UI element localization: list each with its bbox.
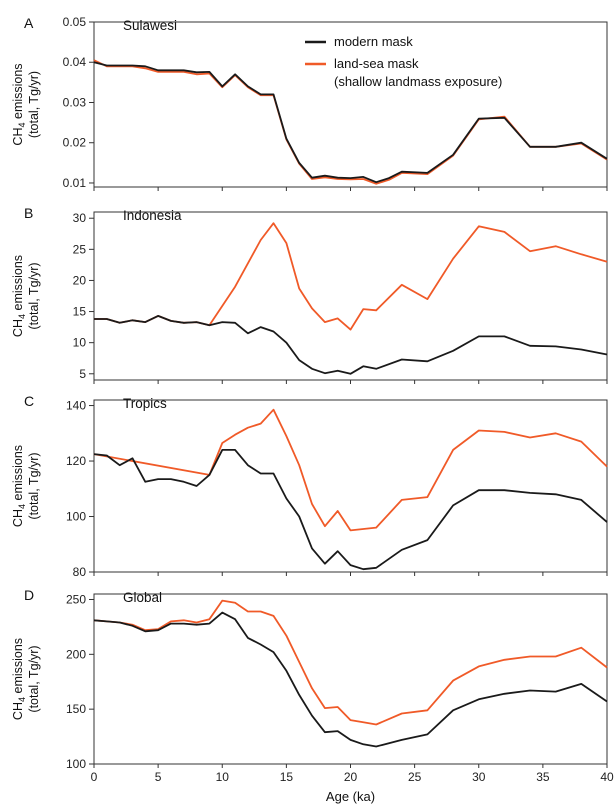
series-line-modern-mask xyxy=(93,61,608,184)
y-tick-label: 0.03 xyxy=(63,95,87,109)
y-axis-label: CH4 emissions (total, Tg/yr) xyxy=(11,638,41,720)
y-axis-label-line2: (total, Tg/yr) xyxy=(27,71,41,138)
plot-frame xyxy=(93,399,608,573)
y-tick-label: 0.01 xyxy=(63,176,87,190)
y-tick-label: 30 xyxy=(73,211,87,225)
series-line-modern-mask xyxy=(94,314,608,375)
y-tick-label: 100 xyxy=(66,510,86,524)
panel-letter: A xyxy=(24,15,34,31)
legend-label-land-sea-mask: land-sea mask xyxy=(334,56,419,71)
y-axis-label-line2: (total, Tg/yr) xyxy=(27,452,41,519)
y-tick-label: 25 xyxy=(73,242,87,256)
x-tick-label: 0 xyxy=(91,770,98,784)
plot-frame xyxy=(93,593,608,765)
legend-label-land-sea-mask-sub: (shallow landmass exposure) xyxy=(334,74,502,89)
panel-b: 5 10 15 20 25 30 B Indonesia CH4 emissions (total… xyxy=(11,205,608,384)
y-tick-label: 0.02 xyxy=(63,136,87,150)
y-axis-label-line1: CH4 emissions xyxy=(11,255,27,337)
y-tick-label: 15 xyxy=(73,305,87,319)
series-line-land-sea-mask xyxy=(93,599,608,726)
panel-c: 80 100 120 140 C Tropics CH4 emissions (total, … xyxy=(11,393,608,579)
x-tick-label: 10 xyxy=(216,770,230,784)
y-tick-label: 150 xyxy=(66,702,86,716)
x-tick-label: 25 xyxy=(408,770,422,784)
y-tick-label: 20 xyxy=(73,273,87,287)
series-line-modern-mask xyxy=(93,611,608,748)
series-line-modern-mask xyxy=(93,448,608,571)
y-axis-label: CH4 emissions (total, Tg/yr) xyxy=(11,63,41,145)
legend-label-modern-mask: modern mask xyxy=(334,34,413,49)
panel-title: Global xyxy=(123,590,162,605)
x-tick-label: 5 xyxy=(155,770,162,784)
y-axis-label-line1: CH4 emissions xyxy=(11,63,27,145)
panel-d: 100 150 200 250 0 5 10 15 20 25 30 35 40 D Global CH4 e… xyxy=(11,587,614,784)
panel-title: Sulawesi xyxy=(123,18,177,33)
panel-letter: B xyxy=(24,205,33,221)
legend: modern mask land-sea mask (shallow landmas… xyxy=(305,34,502,89)
y-axis-label-line1: CH4 emissions xyxy=(11,638,27,720)
series-line-land-sea-mask xyxy=(94,222,608,331)
y-tick-label: 80 xyxy=(73,565,87,579)
x-axis-label: Age (ka) xyxy=(326,789,375,804)
panel-a: 0.01 0.02 0.03 0.04 0.05 A Sulawesi CH4 emissio… xyxy=(11,15,608,191)
plot-frame xyxy=(93,211,608,381)
y-axis-label-line2: (total, Tg/yr) xyxy=(27,645,41,712)
x-tick-label: 40 xyxy=(600,770,614,784)
y-tick-label: 0.05 xyxy=(63,15,87,29)
y-tick-label: 200 xyxy=(66,647,86,661)
x-tick-label: 20 xyxy=(344,770,358,784)
y-tick-label: 0.04 xyxy=(63,55,87,69)
x-tick-label: 15 xyxy=(280,770,294,784)
y-tick-label: 100 xyxy=(66,757,86,771)
y-axis-label-line2: (total, Tg/yr) xyxy=(27,262,41,329)
panel-letter: C xyxy=(24,393,34,409)
panel-title: Tropics xyxy=(123,396,167,411)
x-tick-label: 30 xyxy=(472,770,486,784)
series-line-land-sea-mask xyxy=(93,408,608,532)
y-axis-label: CH4 emissions (total, Tg/yr) xyxy=(11,255,41,337)
panel-letter: D xyxy=(24,587,34,603)
y-tick-label: 120 xyxy=(66,454,86,468)
y-tick-label: 250 xyxy=(66,592,86,606)
y-tick-label: 10 xyxy=(73,336,87,350)
panel-title: Indonesia xyxy=(123,208,182,223)
y-tick-label: 5 xyxy=(79,367,86,381)
x-tick-label: 35 xyxy=(536,770,550,784)
y-axis-label-line1: CH4 emissions xyxy=(11,445,27,527)
y-axis-label: CH4 emissions (total, Tg/yr) xyxy=(11,445,41,527)
y-tick-label: 140 xyxy=(66,399,86,413)
